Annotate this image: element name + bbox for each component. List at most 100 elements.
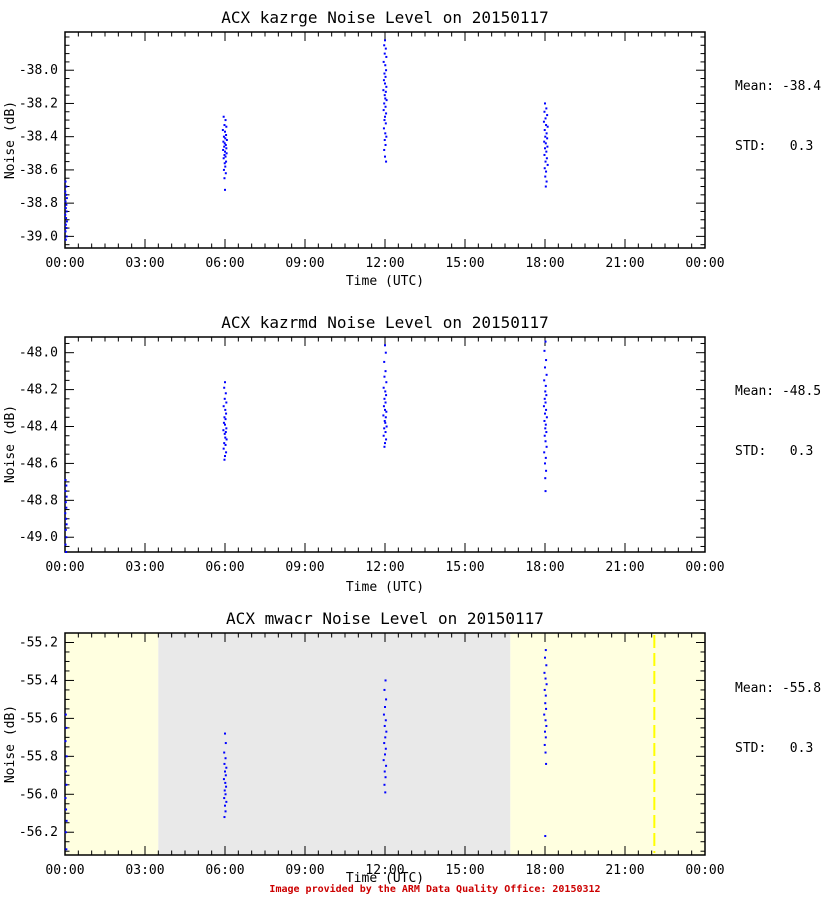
data-point bbox=[65, 227, 68, 230]
data-point bbox=[385, 69, 388, 72]
data-point bbox=[546, 114, 549, 117]
data-point bbox=[65, 536, 68, 539]
data-point bbox=[225, 401, 228, 404]
data-point bbox=[545, 107, 548, 110]
data-point bbox=[382, 713, 385, 716]
x-tick-label: 06:00 bbox=[205, 560, 244, 575]
data-point bbox=[383, 139, 386, 141]
data-point bbox=[383, 375, 386, 378]
data-point bbox=[544, 694, 547, 697]
data-point bbox=[383, 427, 386, 430]
data-point bbox=[382, 89, 385, 92]
data-point bbox=[64, 207, 67, 210]
data-point bbox=[384, 82, 386, 85]
data-point bbox=[225, 412, 228, 415]
data-point bbox=[384, 390, 387, 393]
x-tick-label: 00:00 bbox=[45, 863, 84, 878]
data-point bbox=[385, 160, 388, 163]
data-point bbox=[543, 379, 546, 382]
y-tick-label: -48.4 bbox=[19, 420, 58, 435]
data-point bbox=[224, 742, 227, 745]
data-point bbox=[65, 197, 68, 200]
data-point bbox=[384, 75, 387, 78]
data-point bbox=[224, 757, 227, 760]
data-point bbox=[223, 789, 226, 792]
x-tick-label: 09:00 bbox=[285, 560, 324, 575]
data-point bbox=[544, 185, 547, 188]
data-point bbox=[65, 220, 68, 223]
y-tick-label: -49.0 bbox=[19, 530, 58, 545]
data-point bbox=[544, 440, 547, 443]
data-point bbox=[222, 148, 225, 151]
x-tick-label: 15:00 bbox=[445, 256, 484, 271]
data-point bbox=[223, 416, 226, 419]
data-point bbox=[225, 160, 228, 163]
data-point bbox=[65, 484, 68, 487]
stats-mwacr: Mean: -55.8 STD: 0.3 bbox=[735, 639, 840, 799]
data-point bbox=[384, 351, 387, 354]
data-point bbox=[383, 52, 386, 55]
data-point bbox=[222, 429, 225, 432]
data-point bbox=[545, 431, 548, 434]
data-point bbox=[225, 800, 228, 803]
y-tick-label: -38.4 bbox=[19, 130, 58, 145]
axis-ticks bbox=[64, 632, 706, 855]
data-point bbox=[224, 810, 227, 813]
data-point bbox=[544, 147, 546, 150]
y-tick-labels: -55.2 -55.4 -55.6 -55.8 -56.0 -56.2 bbox=[19, 635, 58, 840]
data-point bbox=[385, 425, 388, 428]
data-point bbox=[224, 732, 226, 735]
y-tick-label: -38.8 bbox=[19, 196, 58, 211]
data-point bbox=[543, 688, 546, 691]
data-point bbox=[545, 445, 548, 448]
data-point bbox=[65, 551, 68, 553]
data-point bbox=[224, 781, 227, 784]
y-tick-label: -38.6 bbox=[19, 163, 58, 178]
x-tick-label: 21:00 bbox=[605, 863, 644, 878]
data-point bbox=[383, 72, 386, 75]
data-point bbox=[224, 150, 226, 153]
qc-bands bbox=[65, 633, 705, 855]
data-point bbox=[543, 110, 546, 113]
data-point bbox=[544, 366, 546, 369]
x-tick-label: 00:00 bbox=[685, 256, 724, 271]
x-tick-labels: 00:00 03:00 06:00 09:00 12:00 15:00 18:00 21:00… bbox=[45, 863, 724, 878]
data-point bbox=[224, 130, 226, 133]
data-point bbox=[545, 180, 548, 183]
data-point bbox=[224, 392, 227, 395]
data-point bbox=[544, 751, 547, 754]
data-point bbox=[225, 438, 228, 441]
stats-kazrge: Mean: -38.4 STD: 0.3 bbox=[735, 37, 840, 197]
data-point bbox=[64, 223, 67, 226]
data-point bbox=[65, 808, 68, 811]
data-point bbox=[223, 124, 226, 127]
data-point bbox=[545, 170, 548, 173]
data-point bbox=[384, 155, 386, 158]
data-point bbox=[65, 185, 68, 188]
x-tick-label: 00:00 bbox=[45, 560, 84, 575]
y-tick-label: -48.0 bbox=[19, 346, 58, 361]
data-point bbox=[544, 423, 547, 426]
data-point bbox=[64, 797, 67, 800]
footer-credit: Image provided by the ARM Data Quality O… bbox=[269, 884, 601, 895]
data-point bbox=[382, 127, 385, 130]
data-point bbox=[383, 119, 386, 122]
data-point bbox=[544, 702, 547, 705]
data-point bbox=[224, 423, 226, 426]
data-point bbox=[544, 477, 547, 480]
data-point bbox=[64, 528, 67, 531]
data-point bbox=[65, 517, 68, 520]
y-tick-label: -48.8 bbox=[19, 493, 58, 508]
data-point bbox=[64, 770, 67, 773]
data-point bbox=[545, 394, 548, 397]
data-point bbox=[223, 162, 226, 165]
data-point bbox=[546, 137, 549, 140]
data-point bbox=[223, 386, 226, 389]
data-point bbox=[385, 381, 388, 384]
data-point bbox=[544, 142, 547, 145]
data-point bbox=[544, 656, 546, 659]
data-point bbox=[65, 235, 68, 238]
y-tick-label: -55.6 bbox=[19, 711, 58, 726]
x-tick-label: 03:00 bbox=[125, 863, 164, 878]
